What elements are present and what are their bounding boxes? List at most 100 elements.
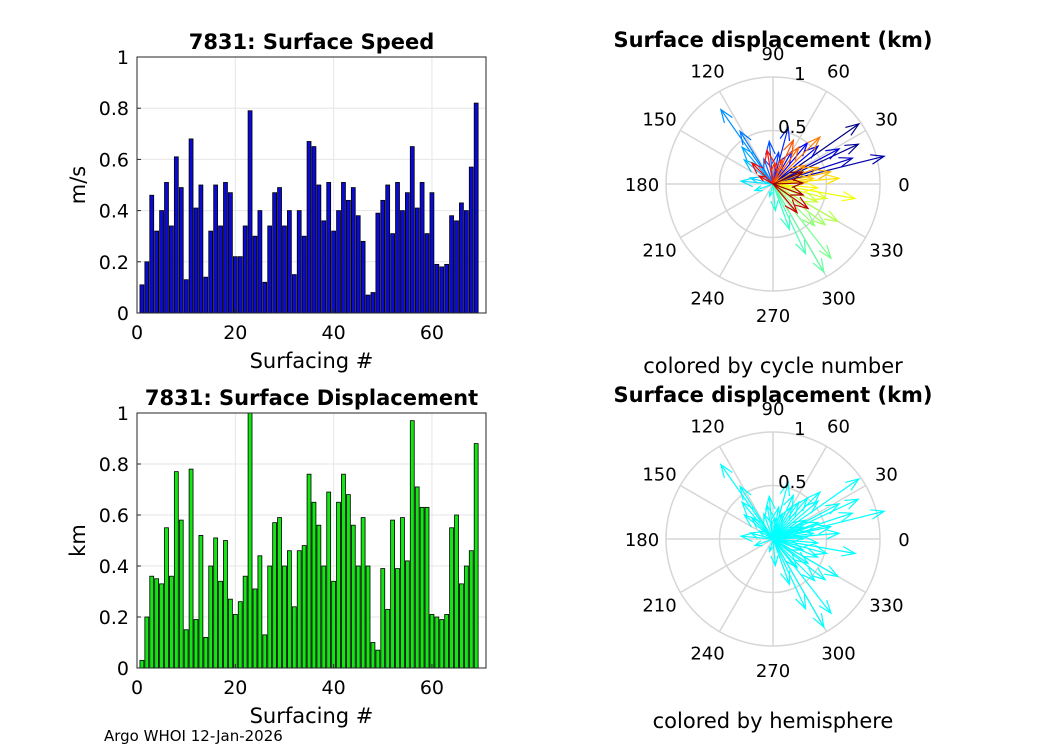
vector-shaft <box>740 535 774 540</box>
vector-arrowhead <box>801 567 816 582</box>
vector-shaft <box>769 538 774 552</box>
vector-shaft <box>772 538 807 610</box>
vector-arrowhead <box>816 169 833 180</box>
displacement-vector <box>772 538 810 565</box>
displacement-vector <box>772 169 833 185</box>
vector-arrowhead <box>764 148 775 164</box>
x-axis-label: Surfacing # <box>250 349 374 373</box>
displacement-vector <box>750 161 774 185</box>
vector-arrowhead <box>774 512 783 525</box>
displacement-vector <box>770 515 778 540</box>
vector-arrowhead <box>764 503 775 519</box>
bar <box>154 578 160 669</box>
y-tick-label: 0.4 <box>99 201 129 223</box>
axes-box <box>136 56 487 314</box>
vector-arrowhead <box>870 509 886 520</box>
bar <box>139 284 145 314</box>
bar <box>375 649 381 669</box>
y-tick-label: 0.2 <box>99 607 129 629</box>
bar <box>218 580 223 669</box>
vector-shaft <box>772 495 794 540</box>
vector-arrowhead <box>779 480 791 497</box>
displacement-vector <box>772 135 822 185</box>
vector-arrowhead <box>753 540 763 547</box>
displacement-vector <box>772 498 860 540</box>
bar <box>316 524 322 669</box>
chart-subtitle: colored by hemisphere <box>653 709 894 733</box>
vector-shaft <box>772 537 803 540</box>
bar <box>316 184 322 314</box>
vector-shaft <box>750 532 774 540</box>
vector-arrowhead <box>719 108 733 124</box>
bar <box>262 281 268 314</box>
bar <box>173 471 179 669</box>
vector-shaft <box>772 538 776 566</box>
vector-shaft <box>751 162 774 185</box>
displacement-vector <box>772 183 810 210</box>
vector-shaft <box>754 538 774 547</box>
vector-arrowhead <box>791 178 805 189</box>
x-tick-label: 40 <box>322 322 346 344</box>
radial-tick-label: 1 <box>794 64 805 85</box>
bar <box>311 501 317 669</box>
bar <box>203 276 209 314</box>
vector-arrowhead <box>739 177 754 188</box>
bar <box>463 210 469 314</box>
vector-arrowhead <box>804 500 820 514</box>
displacement-vector <box>770 160 778 185</box>
bar <box>257 210 263 314</box>
vector-arrowhead <box>795 239 807 256</box>
bar <box>287 550 292 669</box>
displacement-vector <box>772 493 795 540</box>
displacement-vector <box>772 538 840 578</box>
vector-arrowhead <box>825 503 841 515</box>
vector-shaft <box>772 538 798 569</box>
bar <box>188 468 194 669</box>
displacement-vector <box>719 463 774 540</box>
bar <box>247 412 253 669</box>
vector-arrowhead <box>719 463 733 479</box>
angle-label: 60 <box>827 417 850 438</box>
vector-arrowhead <box>799 174 815 186</box>
vector-arrowhead <box>870 154 886 165</box>
y-tick-label: 0.4 <box>99 556 129 578</box>
vector-arrowhead <box>841 190 857 202</box>
displacement-vector <box>772 183 840 223</box>
y-axis-label: km <box>66 524 90 557</box>
displacement-vector <box>764 503 775 540</box>
displacement-vector <box>772 143 860 185</box>
angle-label: 0 <box>898 530 909 551</box>
vector-arrowhead <box>811 567 827 581</box>
vector-shaft <box>772 183 776 211</box>
vector-arrowhead <box>790 186 805 196</box>
vector-shaft <box>772 183 827 199</box>
vector-shaft <box>772 183 804 196</box>
bar <box>198 184 204 314</box>
bar <box>252 235 258 314</box>
bar <box>355 565 361 669</box>
vector-shaft <box>772 517 776 540</box>
angle-spoke <box>718 538 774 633</box>
bar <box>404 560 410 669</box>
displacement-vector <box>772 480 791 540</box>
vector-arrowhead <box>774 157 783 170</box>
vector-shaft <box>772 171 803 185</box>
bar <box>395 568 400 669</box>
bar <box>159 210 164 314</box>
vector-arrowhead <box>804 145 820 159</box>
angle-spoke <box>679 183 774 239</box>
chart-title: Surface displacement (km) <box>613 28 932 52</box>
bar <box>395 182 400 314</box>
bar <box>277 187 282 314</box>
vector-arrowhead <box>825 174 841 185</box>
x-tick-label: 20 <box>223 322 247 344</box>
vector-arrowhead <box>770 200 779 213</box>
vector-arrowhead <box>768 546 774 554</box>
bar <box>306 141 312 314</box>
displacement-vector <box>772 512 783 540</box>
bar <box>429 192 435 314</box>
displacement-vector <box>772 526 805 540</box>
bar <box>439 266 445 314</box>
bar <box>272 522 277 669</box>
bar <box>350 187 356 314</box>
